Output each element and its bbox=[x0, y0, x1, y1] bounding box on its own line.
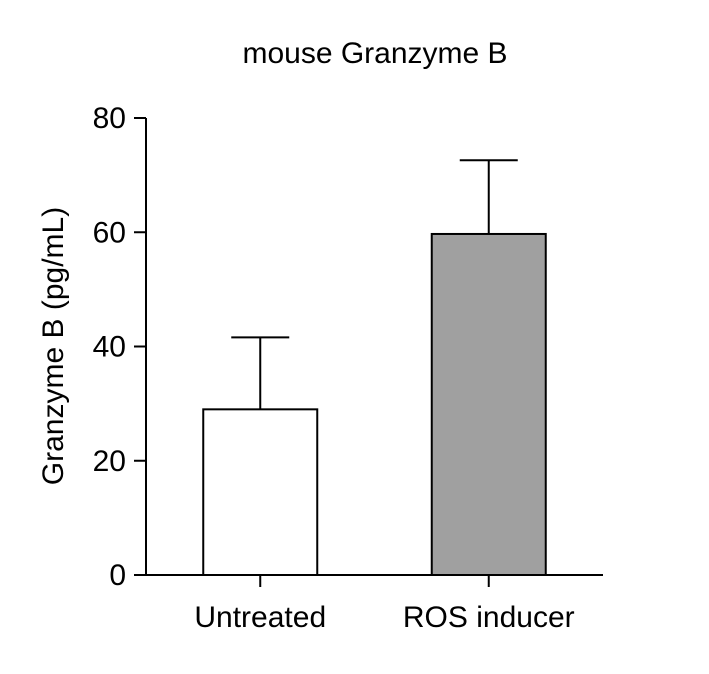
y-axis: 0 20 40 60 80 bbox=[93, 102, 147, 592]
y-tick-label: 40 bbox=[93, 331, 126, 364]
bar-untreated bbox=[202, 408, 319, 576]
y-tick-label: 60 bbox=[93, 216, 126, 249]
x-tick-label: Untreated bbox=[194, 601, 326, 634]
x-tick-label: ROS inducer bbox=[403, 601, 575, 634]
bars bbox=[202, 232, 547, 576]
y-tick-label: 0 bbox=[109, 559, 126, 592]
x-axis: Untreated ROS inducer bbox=[146, 574, 603, 634]
chart-title: mouse Granzyme B bbox=[242, 37, 507, 70]
y-tick-label: 80 bbox=[93, 102, 126, 135]
y-tick-label: 20 bbox=[93, 445, 126, 478]
error-bars bbox=[231, 159, 518, 410]
bar-ros-inducer bbox=[430, 232, 547, 576]
y-axis-label: Granzyme B (pg/mL) bbox=[37, 207, 70, 485]
